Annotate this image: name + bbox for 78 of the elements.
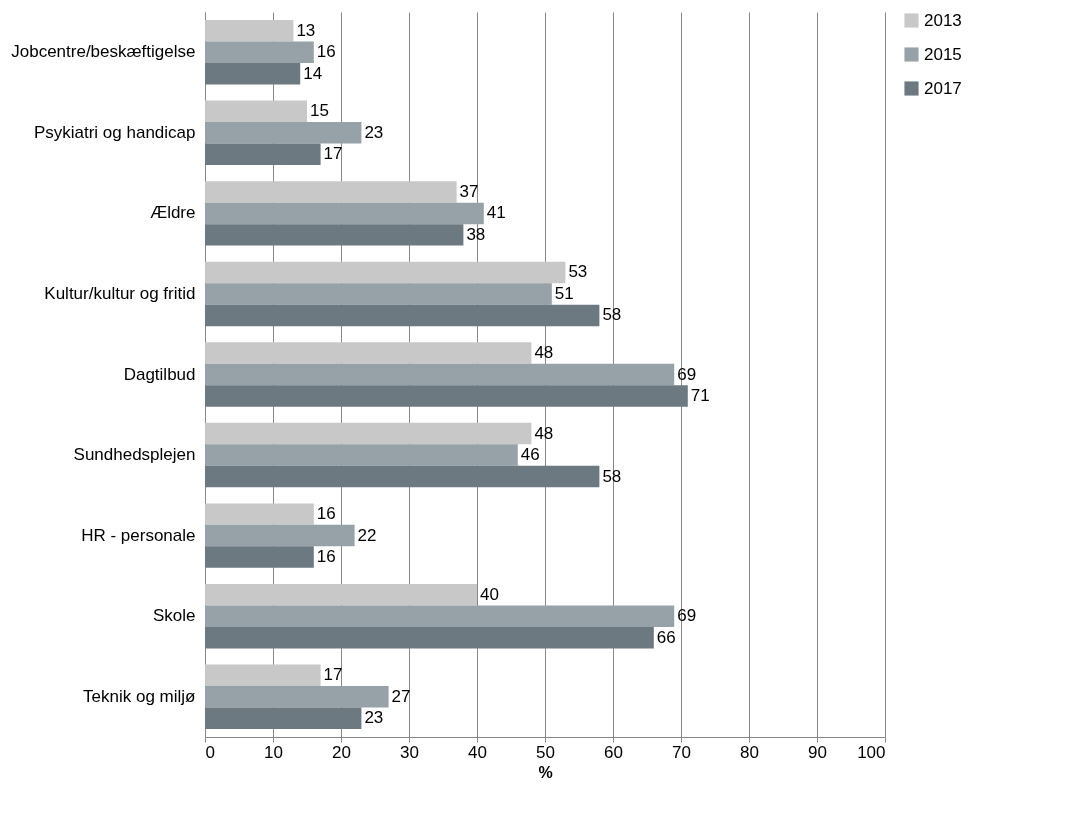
legend-label: 2013: [924, 10, 962, 30]
data-label: 58: [602, 466, 622, 486]
y-tick-label: Skole: [152, 606, 196, 626]
bar: [205, 524, 355, 547]
bar: [205, 100, 307, 123]
bar: [205, 626, 654, 649]
x-tick-label: 90: [808, 742, 827, 762]
x-tick-label: 50: [536, 742, 555, 762]
y-tick-label: Kultur/kultur og fritid: [44, 283, 196, 303]
data-label: 37: [459, 181, 479, 201]
bar: [205, 181, 457, 203]
bar: [205, 465, 600, 488]
bar: [205, 41, 314, 64]
data-label: 22: [357, 525, 377, 545]
data-label: 23: [364, 122, 384, 142]
bar: [205, 20, 294, 42]
bar: [205, 546, 314, 568]
bar: [205, 143, 321, 166]
data-label: 15: [310, 101, 329, 121]
y-tick-label: HR - personale: [81, 525, 196, 545]
data-label: 27: [391, 686, 411, 706]
data-label: 16: [316, 547, 336, 567]
x-tick-label: 80: [740, 742, 759, 762]
data-label: 17: [323, 144, 343, 164]
x-tick-label: 20: [332, 742, 351, 762]
data-label: 17: [323, 665, 343, 685]
bar: [205, 342, 532, 364]
bar: [205, 363, 675, 386]
bar: [205, 283, 552, 305]
y-tick-label: Sundhedsplejen: [73, 445, 196, 465]
data-label: 69: [677, 606, 697, 626]
x-tick-label: 60: [604, 742, 623, 762]
bar: [205, 202, 484, 225]
data-label: 16: [316, 504, 336, 524]
bar: [205, 304, 600, 327]
bar: [205, 707, 362, 729]
x-tick-label: 10: [264, 742, 283, 762]
bar: [205, 122, 362, 144]
x-tick-label: 30: [400, 742, 419, 762]
bar: [205, 261, 566, 284]
x-tick-label: 40: [468, 742, 487, 762]
data-label: 14: [303, 63, 323, 83]
legend-label: 2015: [924, 44, 962, 64]
data-label: 53: [568, 262, 588, 282]
bar: [205, 503, 314, 525]
data-label: 58: [602, 305, 622, 325]
bar: [205, 583, 477, 606]
data-label: 13: [296, 20, 316, 40]
y-tick-label: Teknik og miljø: [83, 686, 196, 706]
bar: [205, 664, 321, 686]
bar: [205, 685, 389, 708]
data-label: 16: [316, 42, 336, 62]
x-tick-label: 0: [205, 742, 215, 762]
data-label: 69: [677, 364, 697, 384]
data-label: 38: [466, 224, 486, 244]
data-label: 51: [554, 283, 574, 303]
y-tick-label: Ældre: [150, 203, 196, 223]
data-label: 41: [486, 203, 506, 223]
bar: [205, 224, 464, 246]
data-label: 48: [534, 423, 554, 443]
x-tick-label: 100: [857, 742, 886, 762]
data-label: 71: [690, 385, 710, 405]
x-axis-title: %: [538, 763, 553, 781]
bar: [205, 444, 518, 466]
y-tick-label: Jobcentre/beskæftigelse: [11, 42, 196, 62]
legend-label: 2017: [924, 78, 962, 98]
data-label: 46: [520, 445, 540, 465]
data-label: 23: [364, 708, 384, 728]
data-label: 40: [480, 584, 499, 604]
bar: [205, 422, 532, 445]
bar: [205, 63, 301, 85]
x-tick-label: 70: [672, 742, 691, 762]
bar: [205, 605, 675, 627]
y-tick-label: Dagtilbud: [123, 364, 196, 384]
data-label: 66: [656, 627, 676, 647]
data-label: 48: [534, 343, 554, 363]
bar: [205, 385, 688, 407]
y-tick-label: Psykiatri og handicap: [33, 122, 196, 142]
